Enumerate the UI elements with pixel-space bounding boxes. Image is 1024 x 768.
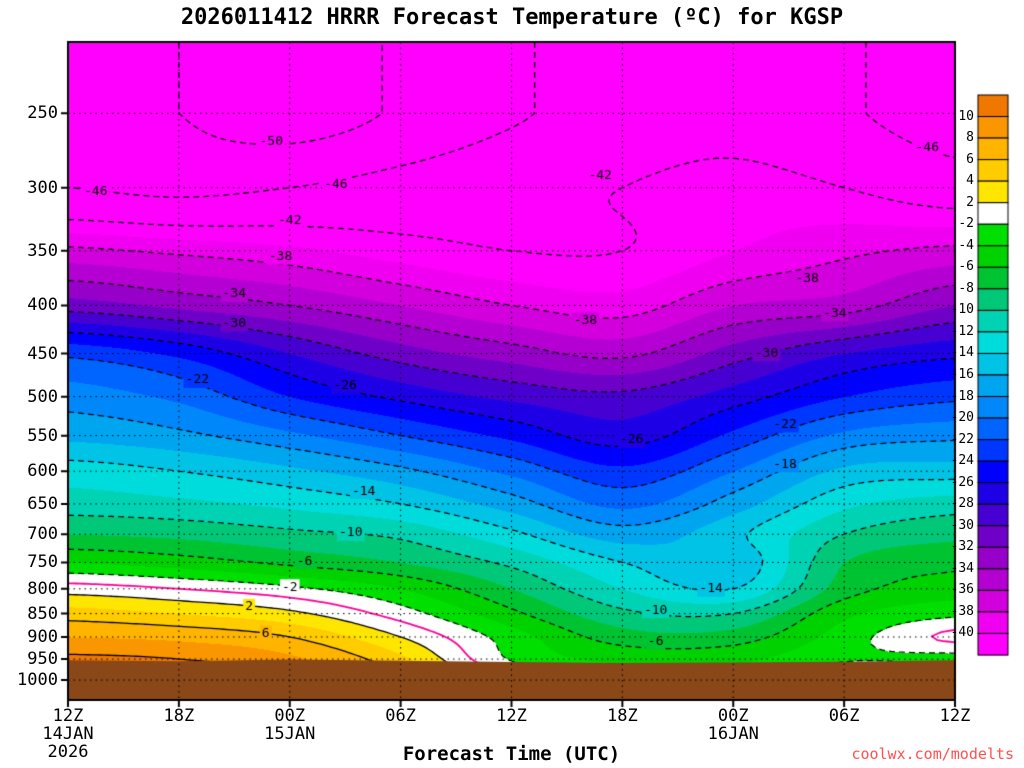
chart-title: 2026011412 HRRR Forecast Temperature (ºC… [180, 5, 844, 30]
x-axis-title: Forecast Time (UTC) [402, 743, 621, 765]
watermark-link[interactable]: coolwx.com/modelts [851, 745, 1014, 763]
